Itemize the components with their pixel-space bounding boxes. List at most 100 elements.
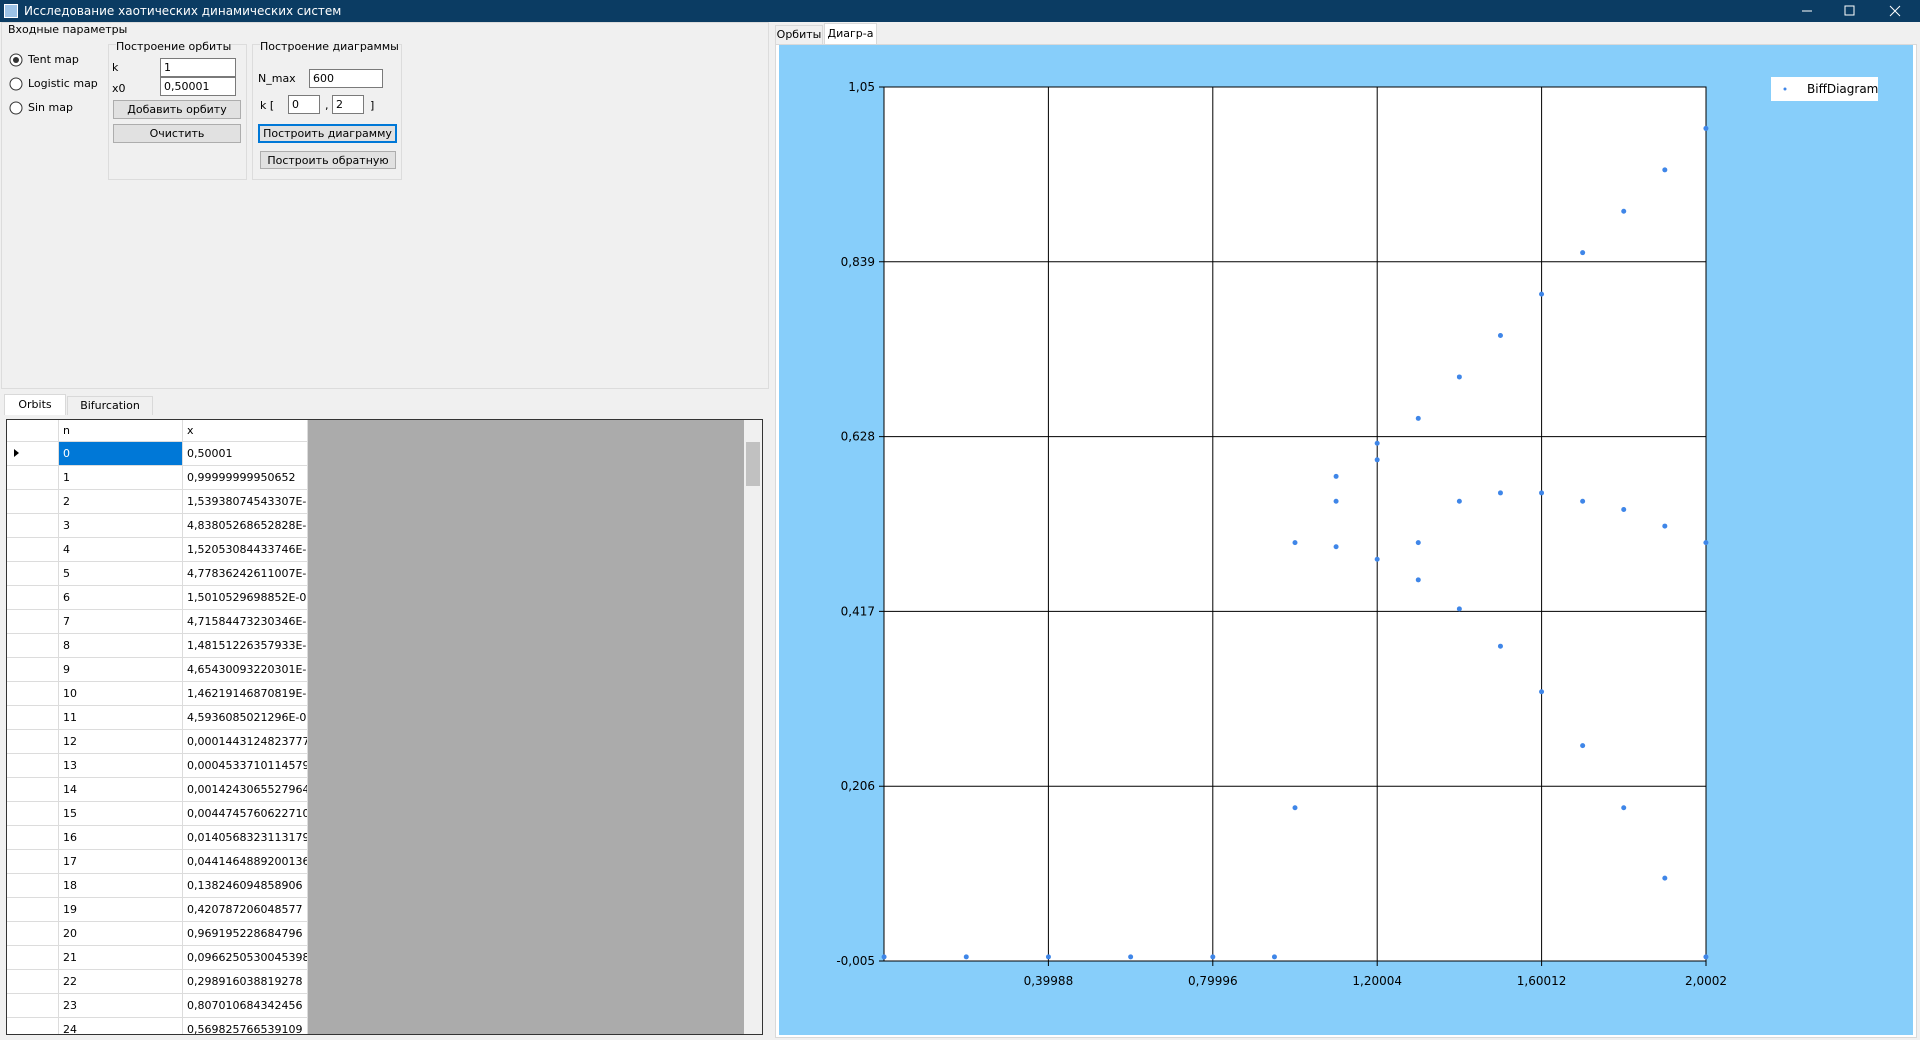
table-cell[interactable]: 1,52053084433746E-08: [183, 538, 308, 562]
point: [1045, 954, 1051, 960]
point: [1703, 540, 1709, 546]
table-cell[interactable]: 10: [59, 682, 183, 706]
row-header: [7, 1018, 59, 1034]
table-cell[interactable]: 0,0140568323113179: [183, 826, 308, 850]
table-cell[interactable]: 0,569825766539109: [183, 1018, 308, 1034]
radio-button[interactable]: [9, 77, 23, 91]
table-cell[interactable]: 17: [59, 850, 183, 874]
row-header: [7, 778, 59, 802]
table-cell[interactable]: 22: [59, 970, 183, 994]
build-diagram-button[interactable]: Построить диаграмму: [258, 124, 397, 143]
table-cell[interactable]: 0,420787206048577: [183, 898, 308, 922]
table-cell[interactable]: 0,00447457606227105: [183, 802, 308, 826]
column-header: n: [59, 420, 183, 442]
input-group-title: Входные параметры: [8, 23, 128, 36]
row-header: [7, 610, 59, 634]
row-header: [7, 490, 59, 514]
table-cell[interactable]: 4: [59, 538, 183, 562]
table-cell[interactable]: 19: [59, 898, 183, 922]
radio-circle: [9, 101, 23, 115]
table-cell[interactable]: 6: [59, 586, 183, 610]
table-cell[interactable]: 1,46219146870819E-05: [183, 682, 308, 706]
table-cell[interactable]: 1,53938074543307E-09: [183, 490, 308, 514]
table-cell[interactable]: 4,71584473230346E-07: [183, 610, 308, 634]
table-cell[interactable]: 16: [59, 826, 183, 850]
point: [1497, 333, 1503, 339]
tab-bifurcation-table[interactable]: Bifurcation table: [67, 396, 153, 430]
table-cell[interactable]: 0: [59, 442, 183, 466]
table-cell[interactable]: 0,00142430655279643: [183, 778, 308, 802]
table-cell[interactable]: 3: [59, 514, 183, 538]
table-cell[interactable]: 5: [59, 562, 183, 586]
table-cell[interactable]: 0,0966250530045398: [183, 946, 308, 970]
point: [1374, 556, 1380, 562]
table-cell[interactable]: 0,807010684342456: [183, 994, 308, 1018]
table-cell[interactable]: 0,000453371011457944: [183, 754, 308, 778]
table-cell[interactable]: 7: [59, 610, 183, 634]
table-cell[interactable]: 21: [59, 946, 183, 970]
table-cell[interactable]: 2: [59, 490, 183, 514]
table-cell[interactable]: 23: [59, 994, 183, 1018]
row-header: [7, 682, 59, 706]
table-cell[interactable]: 14: [59, 778, 183, 802]
title-bar: Исследование хаотических динамических си…: [0, 0, 1920, 22]
radio-button[interactable]: [9, 53, 23, 67]
table-cell[interactable]: 0,969195228684796: [183, 922, 308, 946]
row-header: [7, 946, 59, 970]
k-input[interactable]: 1: [160, 58, 236, 77]
nmax-input[interactable]: 600: [309, 69, 383, 88]
scroll-thumb[interactable]: [746, 442, 760, 486]
k-to-input[interactable]: 2: [332, 95, 364, 114]
point: [1497, 490, 1503, 496]
y-tick-label: 0,839: [841, 255, 875, 269]
table-cell[interactable]: 4,5936085021296E-05: [183, 706, 308, 730]
table-cell[interactable]: 15: [59, 802, 183, 826]
table-cell[interactable]: 0,298916038819278: [183, 970, 308, 994]
tab-orbits-table[interactable]: Orbits table: [4, 394, 66, 431]
add-orbit-button[interactable]: Добавить орбиту: [113, 100, 241, 119]
window-controls[interactable]: [1780, 0, 1920, 22]
table-cell[interactable]: 0,99999999950652: [183, 466, 308, 490]
table-cell[interactable]: 0,138246094858906: [183, 874, 308, 898]
table-cell[interactable]: 0,50001: [183, 442, 308, 466]
table-cell[interactable]: 8: [59, 634, 183, 658]
table-cell[interactable]: 4,83805268652828E-09: [183, 514, 308, 538]
table-cell[interactable]: 1: [59, 466, 183, 490]
scrollbar[interactable]: [744, 420, 762, 1034]
row-header: [7, 826, 59, 850]
row-header: [7, 802, 59, 826]
table-cell[interactable]: 9: [59, 658, 183, 682]
close[interactable]: [1889, 5, 1901, 17]
y-tick-label: 0,417: [841, 604, 875, 618]
table-cell[interactable]: 4,77836242611007E-08: [183, 562, 308, 586]
point: [1210, 954, 1216, 960]
table-cell[interactable]: 20: [59, 922, 183, 946]
table-cell[interactable]: 1,48151226357933E-06: [183, 634, 308, 658]
point: [1662, 875, 1668, 881]
point: [1621, 805, 1627, 811]
row-header: [7, 658, 59, 682]
legend-marker: [1783, 87, 1787, 91]
table-cell[interactable]: 11: [59, 706, 183, 730]
radio-button[interactable]: [9, 101, 23, 115]
table-cell[interactable]: 18: [59, 874, 183, 898]
table-cell[interactable]: 24: [59, 1018, 183, 1034]
table-cell[interactable]: 1,5010529698852E-07: [183, 586, 308, 610]
inverse-button[interactable]: Построить обратную: [260, 151, 396, 169]
row-header: [7, 634, 59, 658]
table-cell[interactable]: 12: [59, 730, 183, 754]
table-cell[interactable]: 13: [59, 754, 183, 778]
tab-orbits[interactable]: Орбиты: [775, 25, 823, 44]
clear-button[interactable]: Очистить: [113, 124, 241, 143]
table-cell[interactable]: 0,0441464889200136: [183, 850, 308, 874]
row-header: [7, 586, 59, 610]
k-from-input[interactable]: 0: [288, 95, 320, 114]
table-cell[interactable]: 0,000144312482377729: [183, 730, 308, 754]
x0-input[interactable]: 0,50001: [160, 77, 236, 96]
table-cell[interactable]: 4,65430093220301E-06: [183, 658, 308, 682]
row-header: [7, 898, 59, 922]
point: [1621, 208, 1627, 214]
row-header-corner: [7, 420, 59, 442]
tab-diagram[interactable]: Диагр-а: [824, 23, 877, 45]
restore[interactable]: [1844, 5, 1855, 16]
